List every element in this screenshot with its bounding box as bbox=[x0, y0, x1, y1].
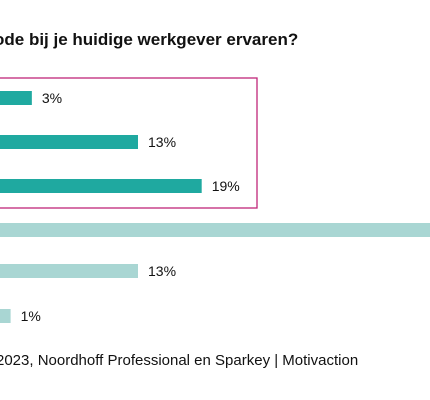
bar-3 bbox=[0, 179, 202, 193]
bar-value-label-1: 3% bbox=[42, 90, 62, 106]
source-note: 2023, Noordhoff Professional en Sparkey … bbox=[0, 352, 359, 369]
bar-1 bbox=[0, 91, 32, 105]
bar-6 bbox=[0, 309, 11, 323]
bar-value-label-5: 13% bbox=[148, 263, 176, 279]
bar-2 bbox=[0, 135, 138, 149]
bar-value-label-2: 13% bbox=[148, 134, 176, 150]
bar-value-label-3: 19% bbox=[212, 178, 240, 194]
chart-title: ode bij je huidige werkgever ervaren? bbox=[0, 30, 299, 49]
bar-5 bbox=[0, 264, 138, 278]
bar-4 bbox=[0, 223, 430, 237]
bar-value-label-6: 1% bbox=[21, 308, 41, 324]
highlight-box bbox=[0, 77, 258, 209]
